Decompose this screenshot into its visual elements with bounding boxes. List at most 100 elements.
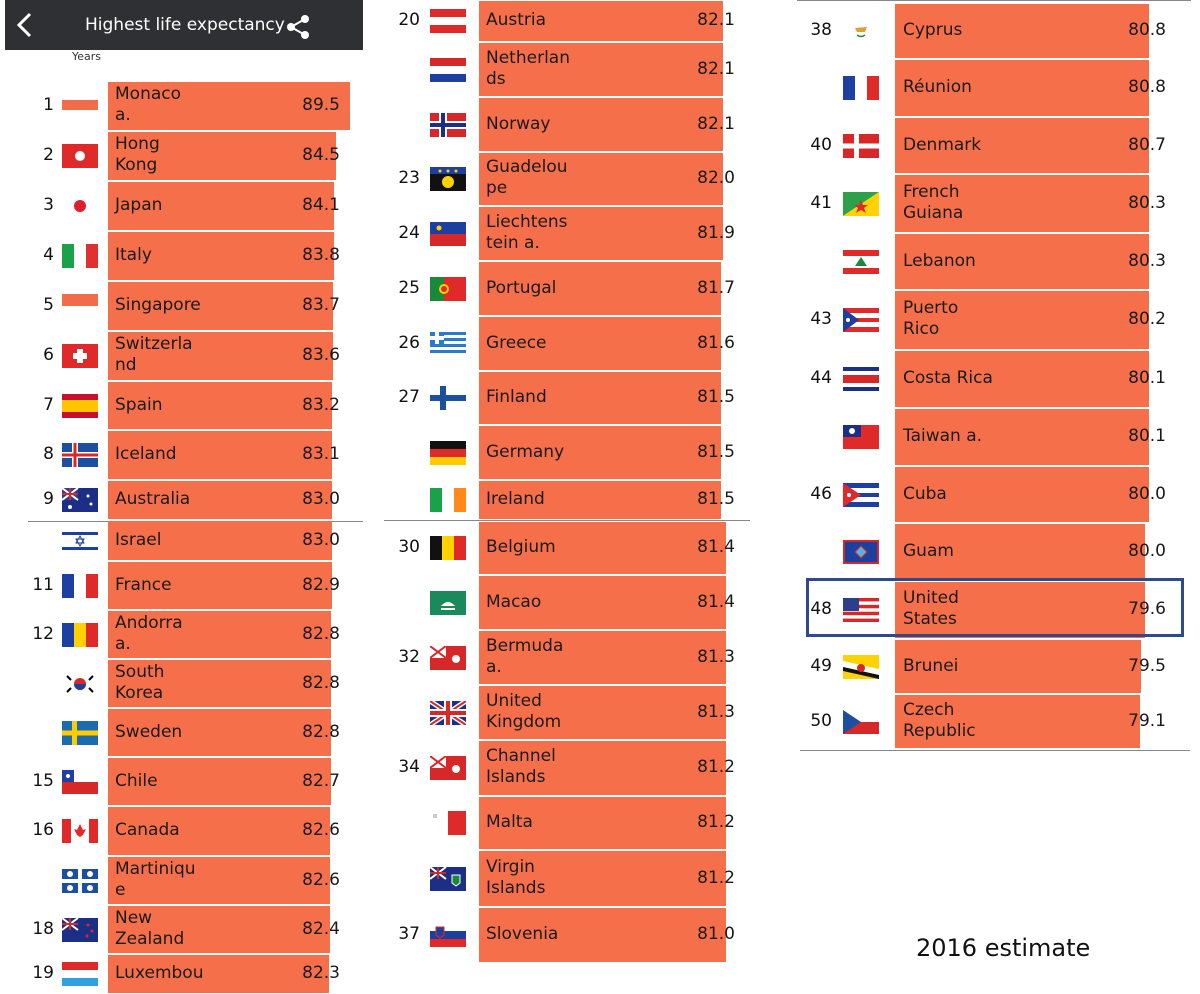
country-name: Slovenia: [486, 923, 559, 944]
value-bar: [108, 709, 331, 756]
life-expectancy-value: 82.3: [302, 963, 340, 983]
value-bar: [108, 807, 330, 855]
life-expectancy-value: 81.2: [697, 812, 735, 832]
value-bar: [108, 562, 332, 609]
value-bar: [479, 481, 721, 519]
life-expectancy-value: 83.7: [302, 295, 340, 315]
rank-number: 46: [810, 484, 832, 504]
rank-number: 6: [43, 345, 54, 365]
life-expectancy-value: 80.3: [1128, 251, 1166, 271]
singapore-flag-icon: [62, 294, 98, 322]
table-row: Germany 81.5: [0, 425, 1200, 480]
years-label: Years: [72, 50, 102, 63]
country-name: Taiwan a.: [903, 425, 983, 446]
guam-flag-icon: [843, 540, 879, 568]
table-row: 43 Puerto Rico 80.2: [0, 290, 1200, 350]
netherlands-flag-icon: [430, 58, 466, 86]
country-name: Bermuda a.: [486, 636, 564, 677]
life-expectancy-value: 81.4: [697, 537, 735, 557]
germany-flag-icon: [430, 441, 466, 469]
life-expectancy-value: 81.3: [697, 702, 735, 722]
life-expectancy-value: 81.5: [697, 387, 735, 407]
taiwan-flag-icon: [843, 425, 879, 453]
highlight-box: [806, 578, 1184, 637]
rank-number: 48: [810, 599, 832, 619]
value-bar: [895, 291, 1149, 349]
divider-middle: [384, 520, 750, 521]
country-name: Ireland: [486, 488, 545, 509]
value-bar: [108, 481, 332, 519]
life-expectancy-value: 80.0: [1128, 484, 1166, 504]
country-name: Macao: [486, 591, 542, 612]
table-row: Malta 81.2: [0, 796, 1200, 850]
life-expectancy-value: 79.6: [1128, 599, 1166, 619]
lebanon-flag-icon: [843, 250, 879, 278]
share-icon[interactable]: [284, 13, 312, 45]
life-expectancy-value: 82.6: [302, 870, 340, 890]
martinique-flag-icon: [62, 869, 98, 897]
guiana-flag-icon: [843, 192, 879, 220]
brunei-flag-icon: [843, 655, 879, 683]
australia-flag-icon: [61, 487, 98, 516]
uk-flag-icon: [428, 698, 468, 729]
back-chevron-icon[interactable]: [15, 12, 35, 42]
norway-flag-icon: [430, 113, 466, 141]
table-row: 18 New Zealand 82.4: [0, 905, 1200, 954]
value-bar: [479, 262, 721, 315]
bermuda-flag-icon: [429, 645, 466, 674]
country-name: United States: [903, 588, 959, 629]
rank-number: 43: [810, 309, 832, 329]
country-name: Norway: [486, 113, 551, 134]
life-expectancy-value: 83.0: [302, 530, 340, 550]
table-row: 24 Liechtens tein a. 81.9: [0, 206, 1200, 261]
country-name: Italy: [115, 244, 152, 265]
table-row: 32 Bermuda a. 81.3: [0, 630, 1200, 685]
value-bar: [479, 372, 721, 424]
rank-number: 8: [43, 444, 54, 464]
table-row: 40 Denmark 80.7: [0, 117, 1200, 174]
life-expectancy-value: 82.1: [697, 114, 735, 134]
table-row: 37 Slovenia 81.0: [0, 907, 1200, 963]
life-expectancy-value: 79.5: [1128, 656, 1166, 676]
divider-right-top: [797, 0, 1191, 1]
rank-number: 25: [398, 278, 420, 298]
rank-number: 5: [43, 295, 54, 315]
country-name: New Zealand: [115, 908, 185, 949]
table-row: 27 Finland 81.5: [0, 371, 1200, 425]
country-name: Cyprus: [903, 19, 963, 40]
cuba-flag-icon: [843, 483, 879, 511]
life-expectancy-value: 82.4: [302, 919, 340, 939]
canada-flag-icon: [62, 819, 98, 847]
table-row: Sweden 82.8: [0, 708, 1200, 757]
life-expectancy-value: 81.2: [697, 757, 735, 777]
value-bar: [108, 182, 334, 230]
luxembourg-flag-icon: [62, 962, 98, 990]
macao-flag-icon: [430, 591, 466, 619]
life-expectancy-value: 81.3: [697, 647, 735, 667]
value-bar: [479, 741, 726, 795]
country-name: Czech Republic: [903, 700, 976, 741]
table-row: 8 Iceland 83.1: [0, 430, 1200, 480]
table-row: 38 Cyprus 80.8: [0, 3, 1200, 59]
rank-number: 19: [32, 963, 54, 983]
value-bar: [108, 382, 332, 429]
rank-number: 26: [398, 333, 420, 353]
estimate-note: 2016 estimate: [916, 934, 1091, 962]
life-expectancy-value: 81.4: [697, 592, 735, 612]
rank-number: 23: [398, 168, 420, 188]
country-name: Brunei: [903, 655, 959, 676]
table-row: 11 France 82.9: [0, 561, 1200, 610]
life-expectancy-value: 81.2: [697, 868, 735, 888]
table-row: 1 Monaco a. 89.5: [0, 81, 1200, 131]
country-name: Netherlan ds: [486, 48, 570, 89]
portugal-flag-icon: [430, 277, 466, 305]
table-row: Taiwan a. 80.1: [0, 408, 1200, 466]
value-bar: [108, 611, 331, 658]
country-name: Denmark: [903, 134, 982, 155]
country-name: Singapore: [115, 294, 201, 315]
rank-number: 34: [398, 757, 420, 777]
country-name: French Guiana: [903, 182, 964, 223]
life-expectancy-value: 83.6: [302, 345, 340, 365]
table-row: 48 United States 79.6: [0, 581, 1200, 643]
chile-flag-icon: [62, 770, 98, 798]
